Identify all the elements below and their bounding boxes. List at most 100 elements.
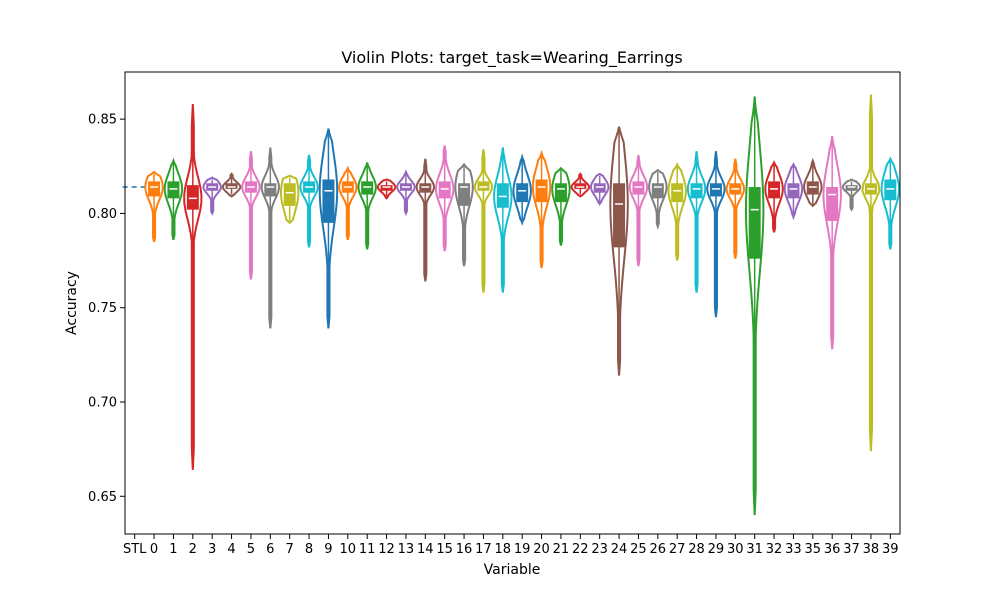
violin-iqr-box (225, 183, 238, 189)
violin-iqr-box (438, 181, 451, 199)
violin-35 (803, 157, 823, 208)
x-tick-label: 2 (189, 542, 197, 557)
violin-outline (473, 149, 494, 293)
x-tick-label: 33 (785, 542, 802, 557)
violin-outline (279, 174, 300, 225)
x-tick-label: 19 (514, 542, 531, 557)
violin-iqr-box (283, 183, 296, 206)
violin-27 (667, 162, 687, 261)
violin-2 (183, 104, 203, 470)
violin-iqr-box (574, 183, 587, 189)
violin-iqr-box (768, 181, 781, 199)
x-tick-label: 18 (495, 542, 512, 557)
violin-outline (880, 156, 901, 250)
x-tick-label: 7 (286, 542, 294, 557)
chart-title: Violin Plots: target_task=Wearing_Earrin… (341, 48, 682, 68)
violin-iqr-box (787, 183, 800, 199)
violin-iqr-box (380, 185, 393, 191)
violin-3 (202, 176, 222, 216)
x-tick-label: 22 (572, 542, 589, 557)
violin-outline (783, 162, 804, 221)
violin-iqr-box (593, 183, 606, 193)
violin-outline (861, 94, 881, 452)
violin-outline (570, 172, 591, 198)
x-tick-label: 25 (630, 542, 647, 557)
x-tick-label: 29 (708, 542, 725, 557)
violin-iqr-box (322, 179, 335, 223)
x-tick-label: STL (123, 542, 147, 557)
y-axis-label: Accuracy (64, 271, 80, 335)
violin-9 (318, 128, 339, 329)
violin-iqr-box (613, 183, 626, 248)
violin-outline (338, 165, 358, 241)
violin-iqr-box (167, 181, 180, 199)
violin-iqr-box (690, 183, 703, 199)
x-tick-label: 16 (456, 542, 473, 557)
violin-10 (338, 165, 358, 241)
violin-iqr-box (148, 181, 161, 197)
violin-outline (706, 151, 726, 318)
violin-outline (434, 145, 455, 252)
x-tick-label: 26 (650, 542, 667, 557)
x-axis-label: Variable (484, 562, 541, 578)
x-tick-label: 38 (863, 542, 880, 557)
violin-17 (473, 149, 494, 293)
x-tick-label: 20 (533, 542, 550, 557)
x-tick-label: 36 (824, 542, 841, 557)
violin-33 (783, 162, 804, 221)
violin-iqr-box (845, 185, 858, 191)
violin-iqr-box (264, 183, 277, 197)
violin-outline (396, 169, 416, 217)
violin-outline (163, 157, 184, 241)
violin-31 (744, 96, 765, 516)
x-tick-label: 3 (208, 542, 216, 557)
plot-area-frame (124, 71, 901, 535)
y-tick-label: 0.85 (88, 113, 117, 128)
violin-outline (744, 96, 765, 516)
violin-outline (144, 170, 164, 242)
x-tick-label: 17 (475, 542, 492, 557)
x-tick-label: 21 (553, 542, 570, 557)
violin-29 (706, 151, 726, 318)
violin-25 (628, 154, 649, 267)
violin-outline (609, 126, 629, 376)
violin-outline (841, 178, 862, 212)
y-tick-label: 0.75 (88, 301, 117, 316)
violin-13 (396, 169, 416, 217)
violin-16 (454, 162, 474, 267)
x-tick-label: 27 (669, 542, 686, 557)
violin-4 (221, 172, 242, 198)
x-tick-label: 8 (305, 542, 313, 557)
violin-outline (822, 135, 842, 350)
violin-outline (454, 162, 474, 267)
violin-36 (822, 135, 842, 350)
violin-0 (144, 170, 164, 242)
x-tick-label: 11 (359, 542, 376, 557)
violin-outline (648, 168, 668, 231)
x-tick-label: 13 (398, 542, 415, 557)
violin-18 (493, 147, 513, 293)
violin-outline (667, 162, 687, 261)
x-tick-label: 28 (688, 542, 705, 557)
x-tick-label: 31 (746, 542, 763, 557)
violin-outline (493, 147, 513, 293)
plot-content (122, 94, 901, 516)
violin-outline (531, 149, 552, 269)
violin-6 (260, 147, 280, 329)
violin-outline (318, 128, 339, 329)
violin-28 (686, 151, 707, 293)
x-tick-label: 9 (324, 542, 332, 557)
y-tick-label: 0.70 (88, 396, 117, 411)
violin-outline (260, 147, 280, 329)
violin-19 (512, 153, 532, 226)
violin-30 (725, 158, 745, 259)
violin-37 (841, 178, 862, 212)
violin-26 (648, 168, 668, 231)
x-tick-label: 24 (611, 542, 628, 557)
violin-outline (415, 158, 436, 282)
violin-iqr-box (671, 183, 684, 203)
violin-14 (415, 158, 436, 282)
x-tick-label: 5 (247, 542, 255, 557)
